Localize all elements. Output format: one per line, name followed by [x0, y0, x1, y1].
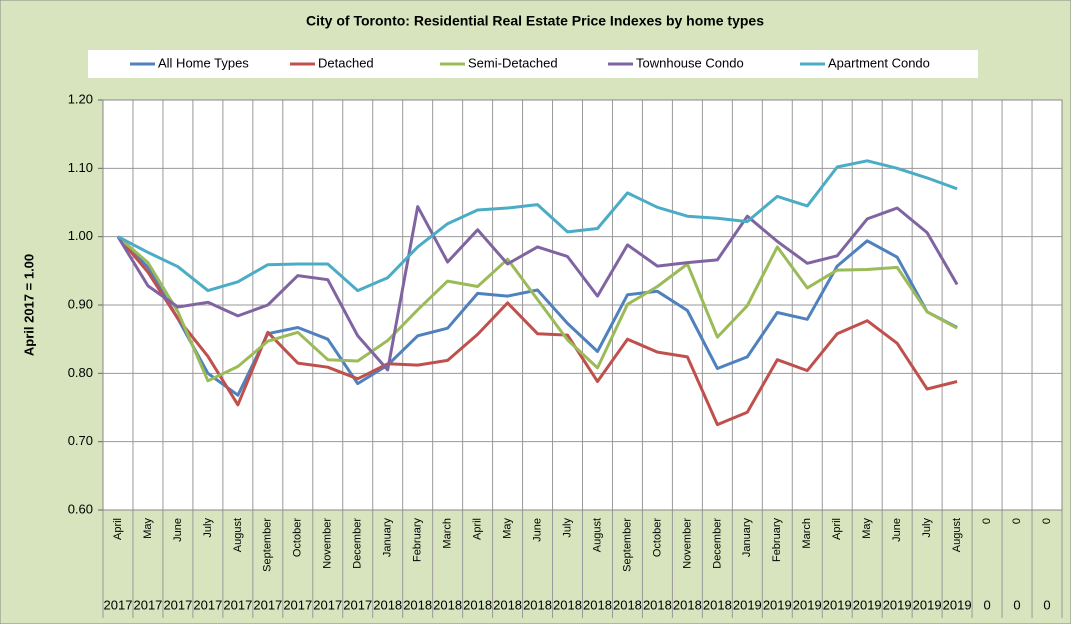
y-tick-label: 0.60	[68, 501, 93, 516]
legend-label: Semi-Detached	[468, 55, 558, 70]
x-tick-label: November	[681, 518, 693, 569]
x-tick-label: February	[412, 518, 424, 563]
x-tick-label: August	[232, 518, 244, 552]
x-tick-label: December	[711, 518, 723, 569]
x-tick-label: January	[741, 518, 753, 558]
x-year-label: 2018	[523, 597, 552, 612]
y-tick-label: 1.00	[68, 228, 93, 243]
x-year-label: 2019	[793, 597, 822, 612]
y-tick-label: 0.70	[68, 433, 93, 448]
x-year-label: 2018	[373, 597, 402, 612]
x-year-label: 2018	[433, 597, 462, 612]
x-tick-label: March	[801, 518, 813, 549]
y-axis-label: April 2017 = 1.00	[21, 254, 36, 356]
x-year-label: 2017	[163, 597, 192, 612]
x-year-label: 2018	[643, 597, 672, 612]
x-year-label: 2019	[913, 597, 942, 612]
legend-label: Detached	[318, 55, 374, 70]
x-year-label: 2017	[193, 597, 222, 612]
x-year-label: 2017	[104, 597, 133, 612]
series-line	[116, 205, 959, 372]
x-year-label: 2019	[733, 597, 762, 612]
x-tick-label: July	[561, 518, 573, 538]
x-year-label: 2017	[313, 597, 342, 612]
x-tick-label: June	[531, 518, 543, 542]
x-year-label: 0	[983, 597, 990, 612]
x-year-label: 2017	[283, 597, 312, 612]
x-tick-label: July	[202, 518, 214, 538]
x-year-label: 2018	[463, 597, 492, 612]
x-tick-label: February	[771, 518, 783, 563]
x-tick-label: June	[891, 518, 903, 542]
x-year-label: 2018	[613, 597, 642, 612]
x-tick-label: April	[112, 518, 124, 540]
legend-label: Apartment Condo	[828, 55, 930, 70]
x-year-label: 2019	[823, 597, 852, 612]
x-tick-label: January	[382, 518, 394, 558]
y-tick-label: 0.80	[68, 365, 93, 380]
y-tick-label: 1.10	[68, 160, 93, 175]
x-tick-label: August	[591, 518, 603, 552]
chart-title: City of Toronto: Residential Real Estate…	[306, 13, 764, 29]
x-year-label: 2019	[763, 597, 792, 612]
x-year-label: 2018	[403, 597, 432, 612]
y-tick-label: 0.90	[68, 296, 93, 311]
x-year-label: 2018	[583, 597, 612, 612]
x-tick-label: May	[861, 518, 873, 539]
x-tick-label: 0	[981, 518, 993, 524]
x-year-label: 2019	[853, 597, 882, 612]
x-year-label: 2018	[673, 597, 702, 612]
x-year-label: 0	[1043, 597, 1050, 612]
x-tick-label: July	[921, 518, 933, 538]
x-year-label: 0	[1013, 597, 1020, 612]
x-tick-label: 0	[1041, 518, 1053, 524]
x-year-label: 2019	[943, 597, 972, 612]
y-tick-label: 1.20	[68, 91, 93, 106]
x-tick-label: November	[322, 518, 334, 569]
plot-border	[102, 99, 1063, 511]
x-tick-label: April	[831, 518, 843, 540]
x-tick-label: April	[472, 518, 484, 540]
x-year-label: 2018	[703, 597, 732, 612]
x-tick-label: October	[292, 518, 304, 557]
x-tick-label: June	[172, 518, 184, 542]
series-line	[116, 235, 958, 427]
x-year-label: 2018	[493, 597, 522, 612]
x-tick-label: September	[262, 518, 274, 572]
x-tick-label: 0	[1011, 518, 1023, 524]
x-tick-label: March	[442, 518, 454, 549]
x-year-label: 2017	[343, 597, 372, 612]
x-year-label: 2017	[223, 597, 252, 612]
legend-label: All Home Types	[158, 55, 249, 70]
x-year-label: 2019	[883, 597, 912, 612]
series-line	[117, 159, 958, 293]
legend	[88, 50, 978, 78]
x-tick-label: December	[352, 518, 364, 569]
x-tick-label: May	[142, 518, 154, 539]
series-line	[117, 235, 958, 383]
x-tick-label: May	[501, 518, 513, 539]
x-tick-label: August	[951, 518, 963, 552]
legend-label: Townhouse Condo	[636, 55, 744, 70]
x-year-label: 2017	[133, 597, 162, 612]
x-tick-label: September	[621, 518, 633, 572]
x-tick-label: October	[651, 518, 663, 557]
x-year-label: 2017	[253, 597, 282, 612]
x-year-label: 2018	[553, 597, 582, 612]
